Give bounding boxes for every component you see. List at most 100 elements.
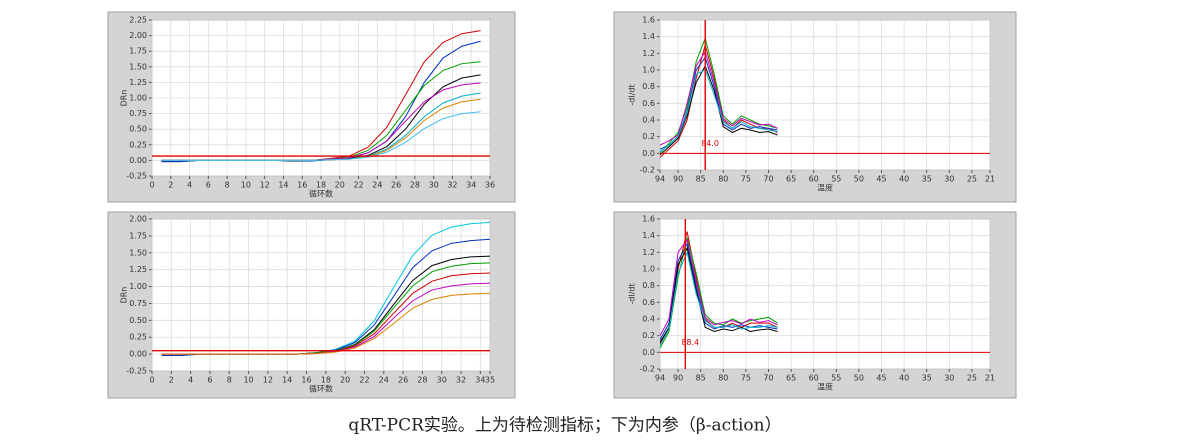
x-tick-label: 4 — [188, 376, 193, 385]
curve — [660, 50, 778, 146]
y-tick-label: 0.0 — [642, 348, 655, 357]
x-tick-label: 10 — [241, 181, 251, 190]
plot-area — [659, 218, 991, 370]
curve — [660, 246, 778, 343]
x-tick-label: 34 — [475, 376, 485, 385]
x-tick-label: 22 — [359, 376, 369, 385]
y-tick-label: 0.6 — [642, 99, 655, 108]
y-tick-label: 1.25 — [129, 265, 147, 274]
x-tick-label: 2 — [168, 181, 173, 190]
y-tick-label: 0.4 — [642, 315, 655, 324]
curve — [161, 292, 490, 355]
x-tick-label: 34 — [466, 181, 476, 190]
y-tick-label: 0.0 — [642, 149, 655, 158]
x-tick-label: 70 — [763, 175, 773, 184]
x-tick-label: 45 — [876, 374, 886, 383]
x-tick-label: 20 — [335, 181, 345, 190]
y-tick-label: 1.0 — [642, 66, 655, 75]
x-tick-label: 14 — [282, 376, 292, 385]
x-tick-label: 90 — [673, 374, 683, 383]
x-tick-label: 26 — [398, 376, 408, 385]
y-axis-label: DRn — [120, 287, 129, 304]
x-tick-label: 6 — [207, 376, 212, 385]
y-tick-label: 1.2 — [642, 248, 655, 257]
y-tick-label: -0.2 — [639, 166, 655, 175]
x-tick-label: 35 — [922, 175, 932, 184]
x-tick-label: 20 — [340, 376, 350, 385]
x-tick-label: 21 — [985, 374, 995, 383]
curve — [161, 111, 481, 161]
y-tick-label: -0.25 — [126, 172, 147, 181]
x-tick-label: 60 — [809, 374, 819, 383]
x-tick-label: 70 — [763, 374, 773, 383]
marker-label: 88.4 — [681, 338, 699, 347]
y-tick-label: 1.4 — [642, 32, 655, 41]
x-tick-label: 45 — [876, 175, 886, 184]
x-tick-label: 25 — [967, 175, 977, 184]
x-axis-label: 温度 — [817, 382, 833, 392]
x-tick-label: 30 — [944, 374, 954, 383]
y-axis-label: -dI/dt — [628, 283, 637, 304]
x-tick-label: 35 — [922, 374, 932, 383]
y-tick-label: 0.25 — [129, 333, 147, 342]
x-tick-label: 50 — [854, 374, 864, 383]
x-tick-label: 65 — [786, 374, 796, 383]
y-tick-label: 0.75 — [129, 299, 147, 308]
x-tick-label: 26 — [391, 181, 401, 190]
x-axis-label: 循环数 — [309, 189, 333, 199]
caption: qRT-PCR实验。上为待检测指标；下为内参（β-action） — [348, 416, 781, 436]
y-tick-label: 0.75 — [129, 109, 147, 118]
series-group — [660, 231, 778, 349]
y-tick-label: 1.2 — [642, 49, 655, 58]
y-tick-label: 0.4 — [642, 116, 655, 125]
x-tick-label: 16 — [297, 181, 307, 190]
x-tick-label: 18 — [321, 376, 331, 385]
y-axis-label: -dI/dt — [628, 84, 637, 105]
y-tick-label: 0.8 — [642, 82, 655, 91]
x-tick-label: 85 — [696, 175, 706, 184]
curve — [660, 69, 778, 153]
x-tick-label: 4 — [187, 181, 192, 190]
x-tick-label: 2 — [169, 376, 174, 385]
y-tick-label: 2.00 — [129, 215, 147, 224]
x-tick-label: 55 — [831, 374, 841, 383]
x-tick-label: 30 — [429, 181, 439, 190]
y-tick-label: 1.75 — [129, 231, 147, 240]
x-tick-label: 94 — [655, 374, 665, 383]
x-tick-label: 8 — [225, 181, 230, 190]
y-tick-label: 1.00 — [129, 282, 147, 291]
x-tick-label: 75 — [741, 175, 751, 184]
y-tick-label: 0.2 — [642, 331, 655, 340]
x-tick-label: 30 — [944, 175, 954, 184]
y-tick-label: 1.75 — [129, 47, 147, 56]
plot-area — [151, 218, 491, 372]
marker-label: 84.0 — [701, 139, 719, 148]
y-tick-label: 1.25 — [129, 78, 147, 87]
x-tick-label: 50 — [854, 175, 864, 184]
y-tick-label: 0.6 — [642, 298, 655, 307]
x-tick-label: 25 — [967, 374, 977, 383]
curve — [660, 238, 778, 336]
x-tick-label: 10 — [243, 376, 253, 385]
x-tick-label: 94 — [655, 175, 665, 184]
y-tick-label: 1.0 — [642, 265, 655, 274]
x-tick-label: 35 — [485, 376, 495, 385]
x-tick-label: 80 — [718, 175, 728, 184]
x-tick-label: 12 — [263, 376, 273, 385]
y-tick-label: 0.8 — [642, 281, 655, 290]
y-tick-label: 0.2 — [642, 132, 655, 141]
x-tick-label: 75 — [741, 374, 751, 383]
y-tick-label: 1.50 — [129, 248, 147, 257]
x-tick-label: 30 — [437, 376, 447, 385]
x-axis-label: 温度 — [817, 183, 833, 193]
x-tick-label: 32 — [456, 376, 466, 385]
y-tick-label: -0.25 — [126, 367, 147, 376]
y-tick-label: -0.2 — [639, 365, 655, 374]
y-tick-label: 1.4 — [642, 231, 655, 240]
x-tick-label: 12 — [260, 181, 270, 190]
x-tick-label: 90 — [673, 175, 683, 184]
x-tick-label: 18 — [316, 181, 326, 190]
x-tick-label: 60 — [809, 175, 819, 184]
y-tick-label: 0.50 — [129, 125, 147, 134]
x-tick-label: 85 — [696, 374, 706, 383]
